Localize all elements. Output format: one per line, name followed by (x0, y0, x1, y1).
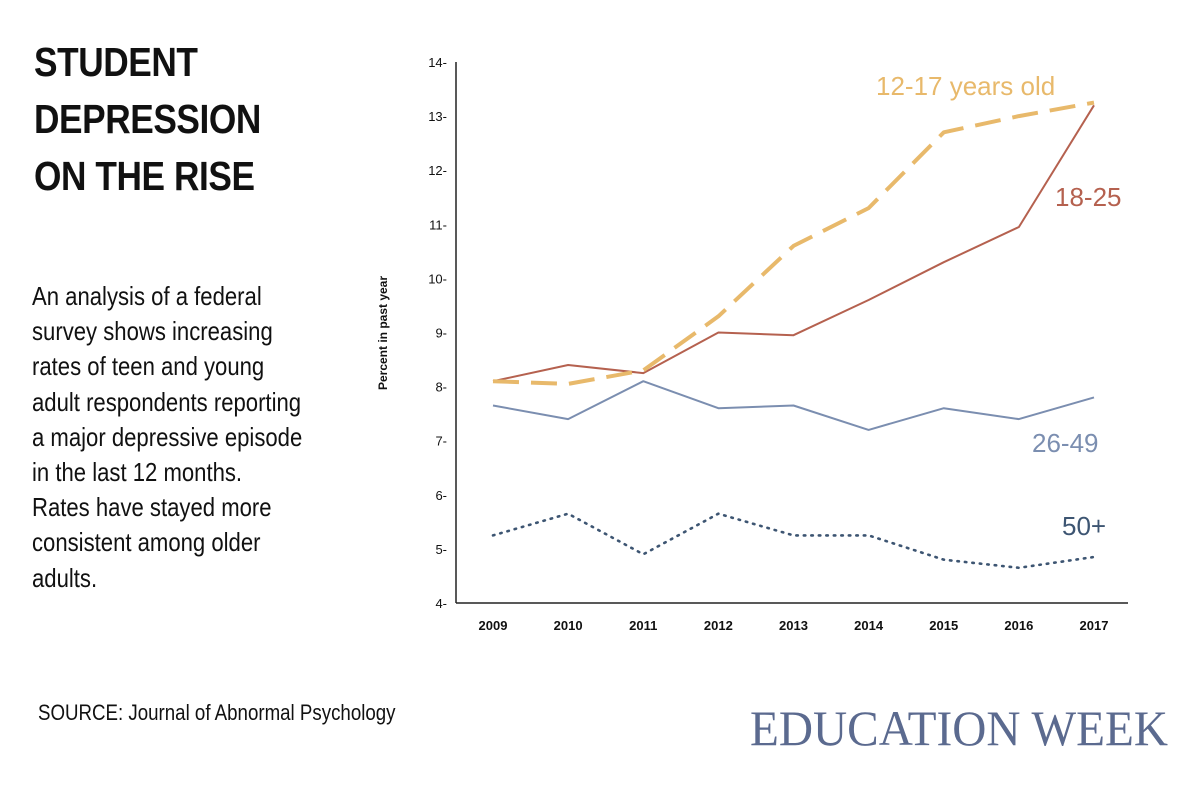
source-note: SOURCE: Journal of Abnormal Psychology (38, 700, 396, 725)
y-tick-label: 13- (428, 109, 447, 124)
y-tick-label: 14- (428, 55, 447, 70)
y-tick-label: 6- (435, 488, 447, 503)
series-line-18-25 (492, 104, 1095, 383)
title-line-1: STUDENT (34, 39, 198, 85)
chart-title: STUDENT DEPRESSION ON THE RISE (34, 34, 318, 205)
series-line-12-17-years-old (492, 100, 1095, 386)
y-tick-label: 7- (435, 434, 447, 449)
description-line-8: consistent among older (32, 527, 261, 558)
description-line-9: adults. (32, 562, 98, 593)
series-label: 50+ (1062, 511, 1106, 541)
chart-lines (491, 100, 1096, 570)
y-tick-label: 5- (435, 542, 447, 557)
description-line-4: adult respondents reporting (32, 386, 302, 417)
series-label: 18-25 (1055, 182, 1122, 212)
series-label: 26-49 (1032, 428, 1099, 458)
series-label: 12-17 years old (876, 71, 1055, 101)
description-line-5: a major depressive episode (32, 421, 303, 452)
x-tick-label: 2017 (1080, 618, 1109, 633)
description-line-2: survey shows increasing (32, 316, 273, 347)
x-tick-label: 2014 (854, 618, 884, 633)
title-line-3: ON THE RISE (34, 153, 255, 199)
description-line-7: Rates have stayed more (32, 492, 272, 523)
description-line-1: An analysis of a federal (32, 281, 262, 311)
x-tick-label: 2013 (779, 618, 808, 633)
x-tick-label: 2011 (629, 618, 657, 633)
education-week-logo: EDUCATION WEEK (750, 700, 1168, 754)
logo-text: EDUCATION WEEK (750, 700, 1168, 754)
description-line-3: rates of teen and young (32, 351, 265, 382)
y-tick-label: 11- (429, 217, 447, 232)
y-axis-label: Percent in past year (376, 276, 390, 390)
y-tick-label: 8- (435, 380, 447, 395)
y-tick-label: 12- (428, 163, 447, 178)
x-tick-label: 2012 (704, 618, 733, 633)
chart-ticks: 4- 5- 6- 7- 8- 9- 10- 11- 12- 13- 14- 2009 2010 2011 2… (376, 55, 1108, 633)
y-tick-label: 10- (428, 271, 447, 286)
x-tick-label: 2016 (1004, 618, 1033, 633)
description-text: An analysis of a federal survey shows in… (32, 279, 355, 596)
y-tick-label: 4- (435, 596, 447, 611)
x-tick-label: 2010 (554, 618, 583, 633)
chart-axes (455, 62, 1128, 604)
series-line-26-49 (492, 380, 1095, 431)
x-tick-label: 2009 (479, 618, 508, 633)
title-line-2: DEPRESSION (34, 96, 261, 142)
x-tick-label: 2015 (929, 618, 958, 633)
y-tick-label: 9- (435, 326, 447, 341)
series-line-50- (491, 512, 1096, 570)
description-line-6: in the last 12 months. (32, 457, 243, 488)
series-labels: 12-17 years old 18-25 26-49 50+ (876, 71, 1122, 541)
